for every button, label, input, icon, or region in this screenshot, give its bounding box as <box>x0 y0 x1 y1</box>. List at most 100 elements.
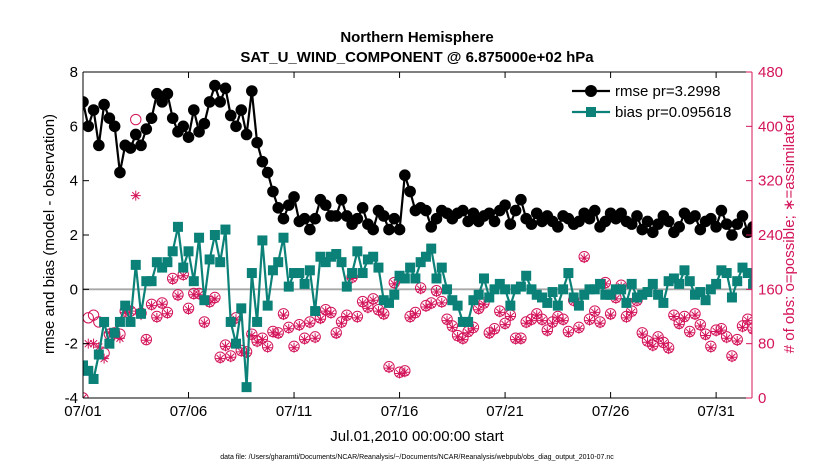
assimilated-obs-point <box>563 327 574 338</box>
assimilated-obs-point <box>114 333 125 344</box>
assimilated-obs-point <box>167 274 178 285</box>
y-tick-label-right: 480 <box>758 64 783 81</box>
assimilated-obs-point <box>653 333 664 344</box>
bias-point <box>759 269 768 278</box>
bias-point <box>194 232 205 243</box>
bias-point <box>573 300 584 311</box>
assimilated-obs-point <box>325 308 336 319</box>
bias-point <box>563 268 574 279</box>
bias-point <box>711 278 722 289</box>
rmse-point <box>758 213 769 224</box>
rmse-point <box>209 79 221 92</box>
assimilated-obs-point <box>399 367 410 378</box>
rmse-point <box>499 199 511 211</box>
assimilated-obs-point <box>811 290 821 300</box>
y-tick-label: 6 <box>70 118 78 135</box>
rmse-point <box>705 212 717 225</box>
bias-point <box>88 373 99 384</box>
assimilated-obs-point <box>452 331 463 342</box>
bias-point <box>151 257 162 268</box>
bias-point <box>552 300 563 311</box>
bias-point <box>431 273 442 284</box>
legend-bias-marker <box>586 107 596 117</box>
rmse-point <box>467 207 480 220</box>
assimilated-obs-point <box>705 342 716 353</box>
rmse-point <box>335 193 348 206</box>
assimilated-obs-point <box>478 299 489 310</box>
assimilated-obs-point <box>605 310 616 321</box>
bias-point <box>83 365 94 376</box>
assimilated-obs-point <box>621 312 632 323</box>
bias-point <box>801 277 810 286</box>
rmse-point <box>552 221 564 233</box>
assimilated-obs-point <box>215 353 226 364</box>
rmse-point <box>187 104 200 116</box>
rmse-point <box>636 223 649 236</box>
assimilated-obs-point <box>373 306 384 317</box>
assimilated-obs-point <box>684 327 695 338</box>
assimilated-obs-point <box>304 318 315 329</box>
bias-point <box>589 284 600 295</box>
assimilated-obs-point <box>579 253 590 264</box>
bias-point <box>647 278 658 289</box>
assimilated-obs-point <box>822 261 830 271</box>
rmse-point <box>87 104 100 116</box>
assimilated-obs-point <box>806 271 816 281</box>
bias-point <box>463 316 474 327</box>
bias-point <box>626 278 637 289</box>
bias-point <box>415 257 426 268</box>
bias-point <box>267 265 278 276</box>
assimilated-obs-point <box>209 293 220 304</box>
bias-point <box>679 265 690 276</box>
rmse-point <box>509 204 522 217</box>
rmse-point <box>341 210 353 222</box>
rmse-point <box>182 131 195 143</box>
rmse-point <box>356 202 369 214</box>
assimilated-obs-point <box>120 307 131 318</box>
rmse-point <box>219 82 232 95</box>
bias-point <box>468 295 479 306</box>
bias-point <box>120 300 131 311</box>
rmse-point <box>393 223 406 236</box>
assimilated-obs-point <box>737 322 748 333</box>
assimilated-obs-point <box>436 297 447 308</box>
bias-point <box>315 251 326 262</box>
bias-point <box>257 235 268 246</box>
bias-point <box>368 251 379 262</box>
assimilated-obs-point <box>658 338 669 349</box>
rmse-point <box>177 120 190 133</box>
assimilated-obs-point <box>384 363 395 374</box>
legend-rmse-marker <box>585 85 597 97</box>
assimilated-obs-point <box>199 318 210 329</box>
assimilated-obs-point <box>473 304 484 315</box>
assimilated-obs-point <box>769 301 779 311</box>
assimilated-obs-point <box>331 329 342 340</box>
assimilated-obs-point <box>157 299 168 310</box>
bias-point <box>658 297 669 308</box>
bias-point <box>188 276 199 287</box>
assimilated-obs-point <box>600 278 611 289</box>
legend-rmse-label: rmse pr=3.2998 <box>615 83 720 100</box>
x-tick-label: 07/31 <box>697 403 735 420</box>
rmse-point <box>156 96 168 108</box>
bias-point <box>104 338 115 349</box>
assimilated-obs-point <box>732 335 743 346</box>
rmse-point <box>198 117 211 130</box>
rmse-point <box>246 85 258 97</box>
rmse-point <box>108 120 121 133</box>
rmse-point <box>145 112 158 124</box>
assimilated-obs-point <box>183 304 194 315</box>
bias-point <box>283 281 294 292</box>
rmse-point <box>304 223 316 236</box>
bias-point <box>209 230 220 240</box>
bias-point <box>167 246 178 257</box>
bias-point <box>478 273 489 284</box>
y-tick-label: 0 <box>70 281 78 298</box>
assimilated-obs-point <box>241 348 252 359</box>
assimilated-obs-point <box>647 341 658 352</box>
rmse-point <box>404 185 416 198</box>
bias-point <box>721 268 732 279</box>
assimilated-obs-point <box>267 327 278 338</box>
assimilated-obs-point <box>273 329 284 340</box>
